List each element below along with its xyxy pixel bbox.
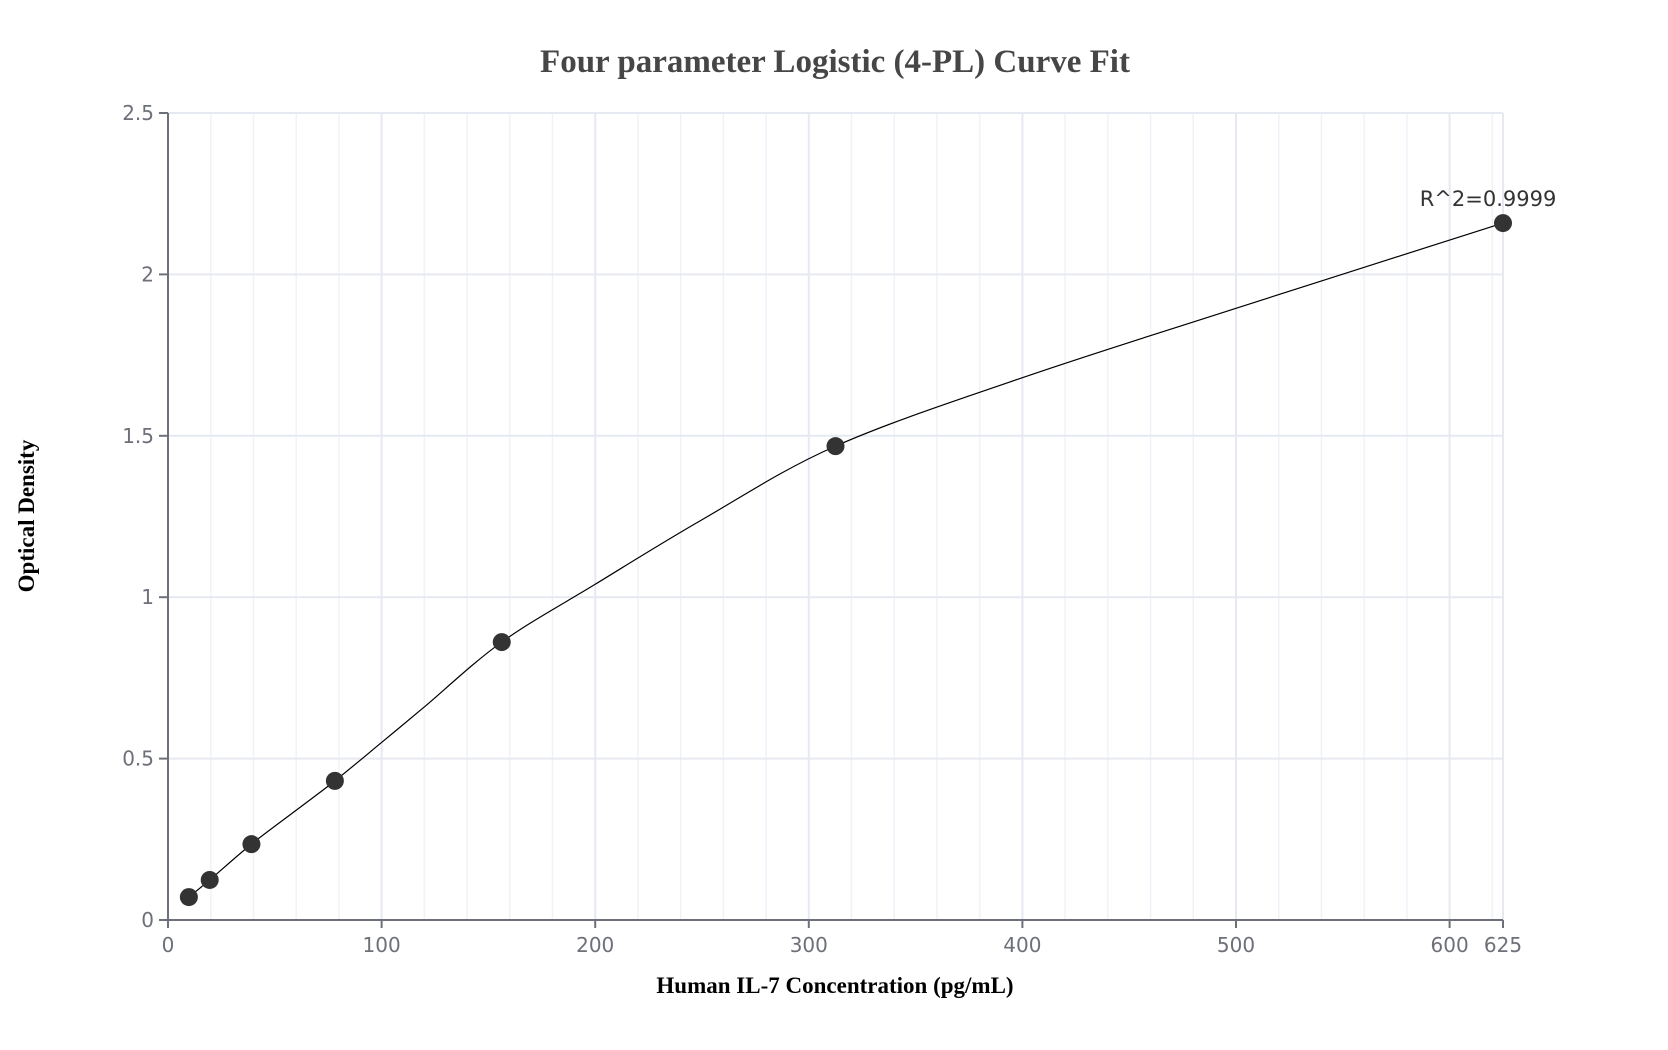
data-point xyxy=(826,437,845,456)
data-point xyxy=(1494,214,1512,233)
y-tick-label: 1.5 xyxy=(122,424,154,448)
grid-lines xyxy=(168,112,1504,920)
y-tick-label: 1 xyxy=(141,585,154,609)
x-tick-label: 600 xyxy=(1431,933,1469,957)
x-tick-label: 0 xyxy=(162,933,175,957)
x-tick-label: 500 xyxy=(1217,933,1255,957)
data-series xyxy=(179,214,1512,907)
x-tick-label: 100 xyxy=(363,933,401,957)
tick-labels: 0 100 200 300 400 500 600 625 0 0.5 1 1.5 2 2.5 xyxy=(122,101,1522,957)
y-tick-label: 2 xyxy=(141,262,154,286)
x-tick-label: 400 xyxy=(1003,933,1041,957)
axes xyxy=(159,112,1504,928)
data-point xyxy=(200,870,219,889)
r-squared-annotation: R^2=0.9999 xyxy=(1420,187,1557,211)
chart-title: Four parameter Logistic (4-PL) Curve Fit xyxy=(540,44,1130,80)
x-tick-label: 625 xyxy=(1484,933,1522,957)
fit-curve xyxy=(188,222,1504,898)
y-tick-label: 2.5 xyxy=(122,101,154,125)
data-point xyxy=(179,888,198,907)
y-tick-label: 0 xyxy=(141,908,154,932)
data-point xyxy=(325,771,344,790)
y-axis-title: Optical Density xyxy=(14,439,39,592)
x-tick-label: 200 xyxy=(576,933,614,957)
data-point xyxy=(492,633,511,652)
x-axis-title: Human IL-7 Concentration (pg/mL) xyxy=(656,973,1013,998)
data-point xyxy=(242,835,261,854)
y-tick-label: 0.5 xyxy=(122,747,154,771)
x-tick-label: 300 xyxy=(790,933,828,957)
